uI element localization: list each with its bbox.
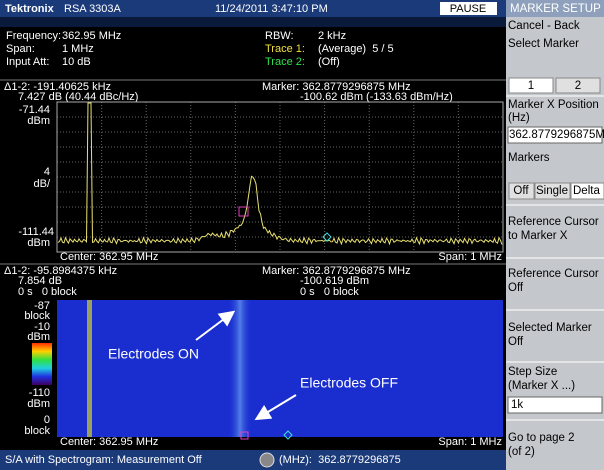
marker-1: [238, 206, 249, 217]
menu-item: Select Marker: [508, 38, 579, 50]
button[interactable]: [508, 77, 554, 94]
setting-label: Input Att:: [6, 56, 49, 68]
button-label[interactable]: Off: [513, 185, 529, 197]
top-block-unit: block: [24, 310, 50, 322]
top-bar: [0, 0, 506, 17]
delta: Δ1-2: -191.40625 kHz: [4, 81, 111, 93]
marker-2: [322, 232, 332, 242]
center: Center: 362.95 MHz: [60, 251, 158, 263]
marker-level: -100.62 dBm (-133.63 dBm/Hz): [300, 91, 453, 103]
ref-level: -71.44: [19, 104, 50, 116]
side-title: MARKER SETUP: [510, 3, 601, 15]
button-label[interactable]: 1: [528, 80, 534, 92]
setting-value: 2 kHz: [318, 30, 346, 42]
setting-value: 10 dB: [62, 56, 91, 68]
status-readout: (MHz): 362.8779296875: [279, 454, 401, 466]
side-panel: MARKER SETUP Cancel - Back Select Marker…: [506, 0, 604, 470]
pause-button[interactable]: [440, 2, 497, 15]
delta-time: 0 s 0 block: [18, 286, 77, 298]
setting-value: (Off): [318, 56, 340, 68]
input-field[interactable]: [507, 396, 603, 414]
marker-level: -100.619 dBm: [300, 275, 369, 287]
bottom-unit: dBm: [27, 237, 50, 249]
setting-label: Frequency:: [6, 30, 61, 42]
span: Span: 1 MHz: [438, 251, 502, 263]
brand: Tektronix: [5, 3, 55, 15]
setting-value: 362.95 MHz: [62, 30, 121, 42]
spectrum-frame: [56, 101, 504, 253]
setting-label: Span:: [6, 43, 35, 55]
spectrogram-area: [57, 300, 503, 437]
color-bottom: -110: [29, 387, 50, 399]
menu-item[interactable]: Reference Cursor: [508, 216, 599, 228]
setting-label: RBW:: [265, 30, 294, 42]
input-value[interactable]: 362.8779296875M: [509, 129, 604, 141]
color-bottom-unit: dBm: [27, 398, 50, 410]
menu-item: Step Size: [508, 366, 557, 378]
marker-1: [240, 431, 249, 440]
signal-streak: [228, 300, 252, 437]
menu-item[interactable]: Selected Marker: [508, 322, 592, 334]
menu-item[interactable]: Off: [508, 336, 524, 348]
setting-value: 1 MHz: [62, 43, 94, 55]
setting-value: (Average) 5 / 5: [318, 43, 394, 55]
annotation-arrow: [254, 394, 297, 421]
menu-item[interactable]: Go to page 2: [508, 432, 575, 444]
menu-item: (Marker X ...): [508, 380, 575, 392]
menu-item: Markers: [508, 152, 550, 164]
status-bar: [0, 450, 506, 470]
menu-item[interactable]: Reference Cursor: [508, 268, 599, 280]
ref-unit: dBm: [27, 115, 50, 127]
annotation: Electrodes ON: [108, 346, 199, 362]
annotation-arrow: [195, 310, 236, 341]
knob-icon: [259, 452, 275, 468]
scale-unit: dB/: [33, 178, 50, 190]
menu-item[interactable]: Cancel - Back: [508, 20, 580, 32]
tab-strip: [0, 17, 506, 27]
button[interactable]: [570, 182, 604, 200]
delta-level: 7.427 dB (40.44 dBc/Hz): [18, 91, 138, 103]
menu-item[interactable]: (of 2): [508, 446, 535, 458]
marker: Marker: 362.8779296875 MHz: [262, 265, 411, 277]
menu-item[interactable]: Off: [508, 282, 524, 294]
button[interactable]: [508, 182, 535, 200]
side-header: [506, 0, 604, 17]
bottom-block: 0: [44, 414, 50, 426]
annotation: Electrodes OFF: [300, 375, 398, 391]
menu-item: (Hz): [508, 112, 530, 124]
model: RSA 3303A: [64, 3, 122, 15]
spectrum-trace: [57, 102, 503, 246]
button[interactable]: [555, 77, 601, 94]
setting-label: Trace 1:: [265, 43, 305, 55]
delta-level: 7.854 dB: [18, 275, 62, 287]
bottom-level: -111.44: [18, 226, 54, 238]
top-block: -87: [34, 300, 50, 312]
color-bar: [32, 343, 52, 385]
input-value[interactable]: 1k: [511, 399, 523, 411]
datetime: 11/24/2011 3:47:10 PM: [215, 3, 328, 15]
center: Center: 362.95 MHz: [60, 436, 158, 448]
bottom-block-unit: block: [24, 425, 50, 437]
marker-2: [283, 430, 293, 440]
input-field[interactable]: [507, 126, 603, 144]
span: Span: 1 MHz: [438, 436, 502, 448]
button-label[interactable]: Delta: [573, 185, 600, 197]
button[interactable]: [534, 182, 571, 200]
pause-label[interactable]: PAUSE: [450, 3, 486, 15]
spur-line: [87, 300, 92, 437]
button-label[interactable]: 2: [575, 80, 581, 92]
marker: Marker: 362.8779296875 MHz: [262, 81, 411, 93]
menu-item[interactable]: to Marker X: [508, 230, 568, 242]
status-mode: S/A with Spectrogram: Measurement Off: [5, 454, 203, 466]
delta: Δ1-2: -95.8984375 kHz: [4, 265, 117, 277]
color-top-unit: dBm: [27, 331, 50, 343]
setting-label: Trace 2:: [265, 56, 305, 68]
button-label[interactable]: Single: [536, 185, 568, 197]
color-top: -10: [34, 321, 50, 333]
marker-time: 0 s 0 block: [300, 286, 359, 298]
menu-item: Marker X Position: [508, 99, 599, 111]
scale: 4: [44, 166, 50, 178]
